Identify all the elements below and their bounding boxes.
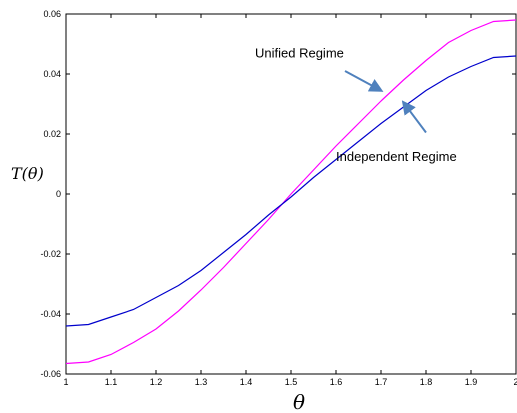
y-tick-label: 0 [56,189,61,199]
x-tick-label: 1.9 [465,377,478,387]
annotation-label-0: Unified Regime [255,46,344,61]
x-tick-label: 1.2 [150,377,163,387]
x-tick-label: 2 [513,377,517,387]
y-tick-label: -0.02 [40,249,61,259]
x-tick-label: 1.3 [195,377,208,387]
y-tick-label: -0.04 [40,309,61,319]
y-tick-label: 0.06 [43,9,61,19]
y-tick-label: 0.04 [43,69,61,79]
annotation-label-1: Independent Regime [336,149,457,164]
x-tick-label: 1.5 [285,377,298,387]
y-axis-label-part: ) [37,164,44,183]
x-tick-label: 1.4 [240,377,253,387]
y-axis-label-part: T( [11,164,29,183]
x-tick-label: 1.8 [420,377,433,387]
x-tick-label: 1.7 [375,377,388,387]
x-tick-label: 1.1 [105,377,118,387]
x-axis-label: θ [293,390,305,413]
x-tick-label: 1.6 [330,377,343,387]
y-tick-label: -0.06 [40,369,61,379]
y-axis-label-part: θ [28,164,38,183]
y-axis-label: T(θ) [11,164,44,183]
y-tick-label: 0.02 [43,129,61,139]
x-tick-label: 1 [63,377,68,387]
